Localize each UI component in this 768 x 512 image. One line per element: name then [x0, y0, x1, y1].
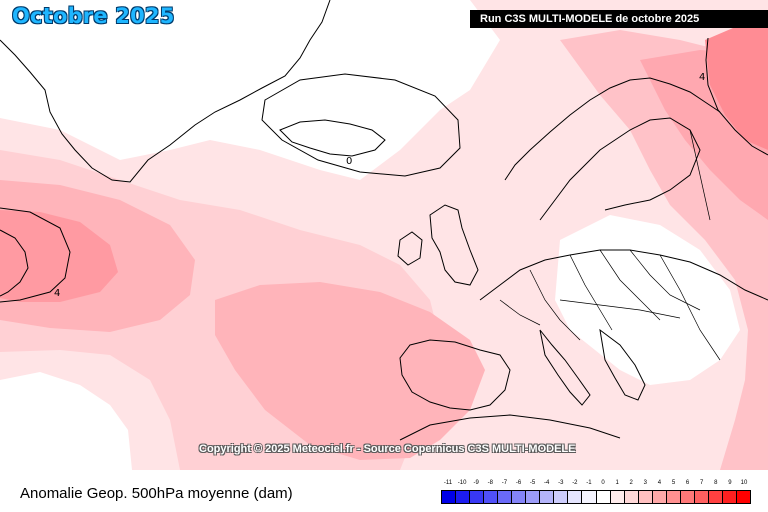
legend-tick-label: -4 [544, 480, 550, 486]
contour-line-zero [261, 73, 461, 177]
sweden-finland [539, 117, 701, 221]
legend-swatch [582, 491, 597, 503]
legend-tick-label: 9 [728, 480, 732, 486]
legend-swatch [568, 491, 583, 503]
legend-swatch [610, 491, 625, 503]
italy-coast [539, 329, 591, 406]
borders [499, 129, 721, 361]
legend-tick-label: -8 [487, 480, 493, 486]
contour-line-four-east [705, 37, 768, 156]
anomaly-band-strong-northeast [705, 22, 768, 150]
legend-tick-label: -6 [515, 480, 522, 486]
legend-bar [441, 490, 751, 504]
north-africa-coast [399, 414, 621, 441]
anomaly-band-white-north [0, 0, 500, 180]
legend-tick-label: -1 [586, 480, 592, 486]
anomaly-band-strong-west [0, 210, 118, 302]
legend-swatch [498, 491, 513, 503]
legend-tick-label: 3 [643, 480, 647, 486]
legend-swatch [694, 491, 709, 503]
legend-swatch [652, 491, 667, 503]
legend-tick-label: 6 [685, 480, 690, 486]
legend-swatch [526, 491, 541, 503]
continental-europe [479, 249, 768, 301]
legend-tick-label: -9 [473, 480, 479, 486]
newfoundland [0, 229, 29, 297]
legend-swatch [512, 491, 527, 503]
legend-tick-label: -7 [501, 480, 508, 486]
legend-tick-label: 1 [615, 480, 619, 486]
legend-swatch [554, 491, 569, 503]
norway-coast [504, 77, 721, 181]
anomaly-map: 0 4 4 Octobre 2025 Run C3S MULTI-MODELE … [0, 0, 768, 470]
legend-swatch [722, 491, 737, 503]
legend-swatch [680, 491, 695, 503]
legend-swatch [442, 491, 457, 503]
legend-tick-label: 5 [671, 480, 676, 486]
legend-swatch [736, 491, 751, 503]
contour-label-four-west: 4 [54, 288, 61, 299]
legend-tick-label: 4 [657, 480, 662, 486]
greenland-coast [0, 0, 331, 183]
map-layer [0, 0, 768, 470]
legend-tick-label: 0 [601, 480, 605, 486]
legend-swatch [540, 491, 555, 503]
anomaly-band-white-southwest [0, 372, 132, 470]
iberia-coast [399, 339, 511, 411]
legend-tick-label: -10 [457, 480, 467, 486]
legend-swatch [638, 491, 653, 503]
iceland-coast [279, 119, 386, 157]
legend-swatch [484, 491, 499, 503]
legend-tick-label: 8 [714, 480, 718, 486]
legend-tick-label: -3 [558, 480, 564, 486]
legend-tick-label: 7 [700, 480, 704, 486]
contour-label-zero: 0 [346, 156, 353, 167]
anomaly-band-white-europe [555, 215, 740, 385]
coastlines [0, 0, 768, 441]
contour-line-four-west [0, 207, 71, 303]
legend-tick-label: -5 [529, 480, 536, 486]
run-label: Run C3S MULTI-MODELE de octobre 2025 [470, 10, 768, 28]
legend-swatch [456, 491, 471, 503]
contour-label-four-east: 4 [699, 72, 706, 83]
legend-swatch [596, 491, 611, 503]
footer-panel: Anomalie Geop. 500hPa moyenne (dam) -11-… [0, 470, 768, 512]
british-isles [397, 204, 479, 286]
legend-tick-label: 2 [629, 480, 633, 486]
legend-swatch [624, 491, 639, 503]
legend-tick-label: -2 [572, 480, 578, 486]
map-title: Octobre 2025 [12, 4, 175, 28]
balkans-greece [599, 328, 646, 401]
footer-label: Anomalie Geop. 500hPa moyenne (dam) [20, 485, 293, 502]
legend-tick-label: 10 [740, 480, 748, 486]
legend-swatch [470, 491, 485, 503]
color-legend: -11 -10 -9 -8 -7 -6 -5 -4 -3 -2 -1 0 1 2 3 4 5 6 7 8 9 10 [441, 478, 751, 508]
legend-tick-label: -11 [443, 480, 453, 486]
copyright-text: Copyright © 2025 Meteociel.fr - Source C… [199, 443, 576, 455]
legend-ticks: -11 -10 -9 -8 -7 -6 -5 -4 -3 -2 -1 0 1 2 3 4 5 6 7 8 9 10 [441, 480, 751, 490]
anomaly-band-medium-iberia [215, 282, 485, 460]
legend-swatch [666, 491, 681, 503]
legend-swatch [708, 491, 723, 503]
